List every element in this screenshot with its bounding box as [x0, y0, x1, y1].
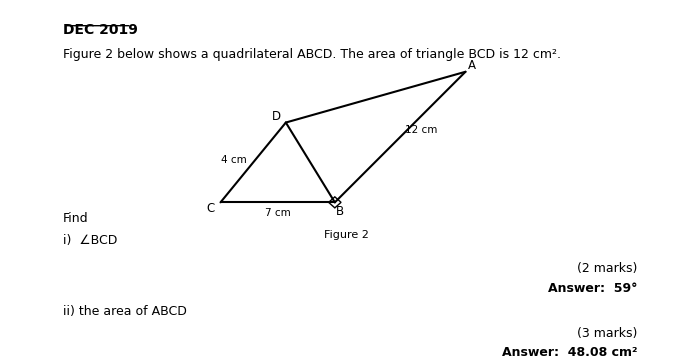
- Text: 12 cm: 12 cm: [405, 125, 438, 135]
- Text: B: B: [336, 205, 344, 217]
- Text: (2 marks): (2 marks): [577, 262, 637, 275]
- Text: (3 marks): (3 marks): [577, 327, 637, 340]
- Text: i)  ∠BCD: i) ∠BCD: [63, 234, 118, 247]
- Text: 4 cm: 4 cm: [221, 155, 246, 165]
- Text: A: A: [468, 60, 476, 72]
- Text: Figure 2: Figure 2: [324, 230, 369, 240]
- Text: D: D: [272, 110, 281, 123]
- Text: 7 cm: 7 cm: [265, 207, 290, 217]
- Text: Find: Find: [63, 212, 89, 225]
- Text: C: C: [206, 202, 215, 215]
- Text: DEC 2019: DEC 2019: [63, 23, 138, 37]
- Text: ii) the area of ABCD: ii) the area of ABCD: [63, 305, 187, 318]
- Text: Answer:  48.08 cm²: Answer: 48.08 cm²: [501, 346, 637, 357]
- Text: Figure 2 below shows a quadrilateral ABCD. The area of triangle BCD is 12 cm².: Figure 2 below shows a quadrilateral ABC…: [63, 48, 561, 61]
- Text: Answer:  59°: Answer: 59°: [547, 282, 637, 295]
